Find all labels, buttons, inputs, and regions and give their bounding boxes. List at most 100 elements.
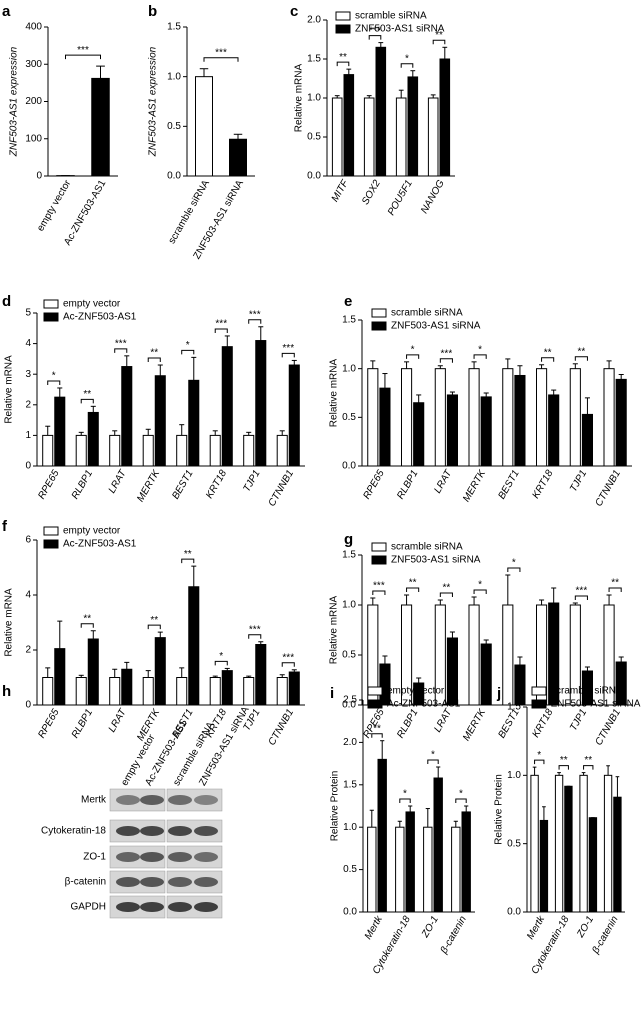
significance-bracket xyxy=(281,352,295,358)
bar xyxy=(451,826,461,913)
panel-letter: e xyxy=(344,293,352,310)
significance-bracket xyxy=(281,662,295,667)
blot-band xyxy=(116,826,140,836)
significance-label: ** xyxy=(409,578,417,589)
bar xyxy=(548,394,560,467)
significance-bracket xyxy=(534,759,545,765)
bar xyxy=(221,670,233,706)
significance-bracket xyxy=(47,380,61,385)
significance-bracket xyxy=(399,798,411,803)
significance-label: ** xyxy=(83,613,91,624)
bar xyxy=(288,364,300,467)
legend-label: empty vector xyxy=(387,686,445,697)
x-tick-label: KRT18 xyxy=(531,707,556,740)
significance-bracket xyxy=(214,328,228,333)
significance-label: ** xyxy=(577,346,585,357)
bar xyxy=(375,46,387,177)
bar xyxy=(603,774,613,913)
significance-bracket xyxy=(372,590,386,595)
bar xyxy=(539,819,549,913)
bar xyxy=(407,76,419,177)
legend-label: scramble siRNA xyxy=(355,11,427,22)
legend-swatch xyxy=(43,526,59,536)
blot-band xyxy=(140,826,164,836)
significance-bracket xyxy=(80,623,94,628)
bar xyxy=(176,434,188,467)
significance-bracket xyxy=(574,595,588,600)
legend-label: Ac-ZNF503-AS1 xyxy=(63,312,137,323)
legend-label: scramble siRNA xyxy=(391,542,463,553)
bar xyxy=(255,644,267,706)
blot-band xyxy=(194,852,218,862)
bar xyxy=(615,378,627,467)
x-tick-label: ZO-1 xyxy=(419,914,440,940)
y-tick-label: 0.0 xyxy=(342,700,356,711)
y-tick-label: 2.0 xyxy=(307,15,321,26)
bar xyxy=(579,774,588,913)
legend-label: Ac-ZNF503-AS1 xyxy=(387,699,461,710)
significance-bracket xyxy=(114,348,128,353)
y-tick-label: 1.0 xyxy=(342,600,356,611)
significance-label: *** xyxy=(215,319,227,330)
x-tick-label: SOX2 xyxy=(360,178,383,207)
significance-bracket xyxy=(541,357,555,362)
bar xyxy=(530,774,539,913)
x-tick-label: ZO-1 xyxy=(575,914,596,940)
significance-label: ** xyxy=(435,30,443,41)
significance-label: * xyxy=(431,750,435,761)
y-tick-label: 0.5 xyxy=(342,650,356,661)
legend-swatch xyxy=(371,321,387,331)
legend-swatch xyxy=(335,11,351,21)
panel-letter: c xyxy=(290,3,298,20)
protein-label: GAPDH xyxy=(70,902,106,913)
y-tick-label: 1.0 xyxy=(342,363,356,374)
significance-bracket xyxy=(608,587,622,592)
y-tick-label: 0.5 xyxy=(307,132,321,143)
significance-bracket xyxy=(368,35,382,40)
legend-label: Ac-ZNF503-AS1 xyxy=(63,539,137,550)
blot-band xyxy=(116,902,140,912)
bar xyxy=(42,434,54,467)
significance-bracket xyxy=(400,63,414,68)
bar xyxy=(154,637,166,706)
significance-label: *** xyxy=(249,309,261,320)
y-tick-label: 0.0 xyxy=(167,171,181,182)
bar xyxy=(176,677,188,706)
legend-label: ZNF503-AS1 siRNA xyxy=(551,699,641,710)
significance-label: ** xyxy=(611,578,619,589)
bar xyxy=(480,643,492,706)
protein-label: β-catenin xyxy=(65,877,106,888)
y-tick-label: 200 xyxy=(25,96,42,107)
significance-label: *** xyxy=(441,348,453,359)
bar xyxy=(434,604,446,706)
y-tick-label: 0.0 xyxy=(507,907,521,918)
bar xyxy=(87,411,99,467)
protein-label: Cytokeratin-18 xyxy=(41,826,106,837)
blot-band xyxy=(168,902,192,912)
bar xyxy=(468,368,480,467)
bar xyxy=(209,434,221,467)
x-tick-label: Mertk xyxy=(525,913,548,941)
significance-bracket xyxy=(203,57,239,62)
legend-label: ZNF503-AS1 siRNA xyxy=(391,555,481,566)
bar xyxy=(367,368,379,467)
bar xyxy=(461,811,471,913)
y-axis-label: Relative mRNA xyxy=(4,355,15,424)
significance-label: * xyxy=(478,344,482,355)
significance-bracket xyxy=(336,61,350,67)
x-tick-label: RLBP1 xyxy=(395,468,420,501)
x-tick-label: CTNNB1 xyxy=(267,468,297,508)
significance-label: * xyxy=(411,344,415,355)
significance-bracket xyxy=(181,349,195,355)
bar xyxy=(401,368,413,467)
x-tick-label: TJP1 xyxy=(568,707,589,733)
blot-band xyxy=(140,877,164,887)
significance-label: *** xyxy=(215,47,227,58)
blot-band xyxy=(116,852,140,862)
bar xyxy=(363,97,375,177)
bar xyxy=(554,774,564,913)
legend-swatch xyxy=(43,312,59,322)
